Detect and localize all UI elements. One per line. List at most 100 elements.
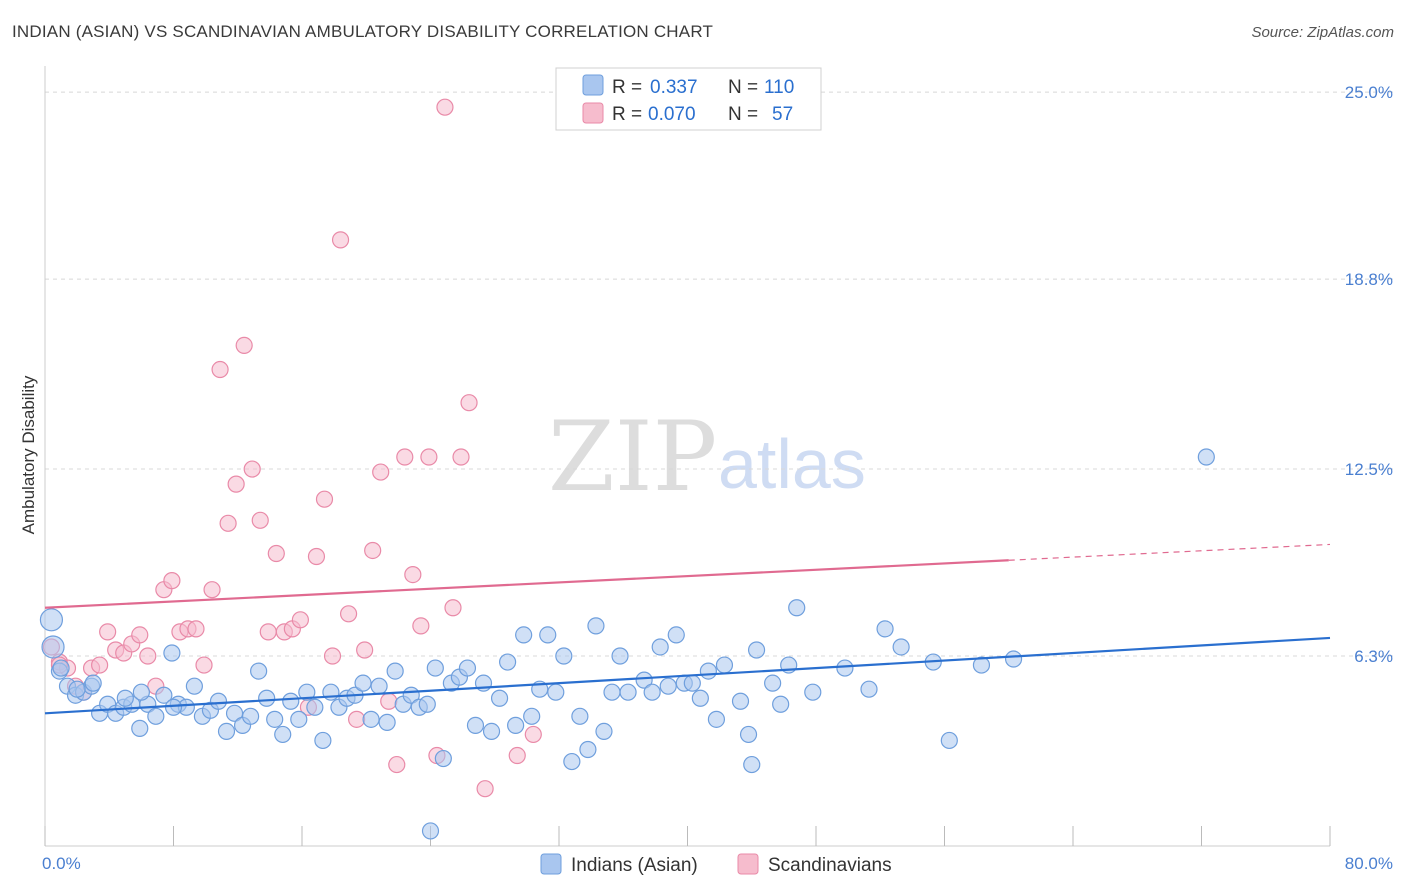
legend-blue-n-value: 110 (764, 77, 794, 98)
indians-point-44 (386, 662, 404, 680)
scandinavians-point-47 (420, 448, 438, 466)
scandinavians-point-44 (396, 448, 414, 466)
indians-point-77 (659, 677, 677, 695)
scandinavians-point-25 (243, 460, 261, 478)
watermark-zip: ZIP (548, 401, 717, 513)
indians-point-1 (41, 635, 65, 659)
indians-point-28 (258, 689, 276, 707)
indians-point-90 (772, 695, 790, 713)
scandinavians-point-42 (380, 692, 398, 710)
indians-point-76 (651, 638, 669, 656)
indians-point-80 (683, 674, 701, 692)
indians-point-26 (242, 707, 260, 725)
scandinavians-point-41 (372, 463, 390, 481)
indians-point-58 (499, 653, 517, 671)
indians-point-74 (635, 671, 653, 689)
indians-point-108 (164, 698, 183, 716)
scandinavians-point-43 (388, 755, 406, 774)
scandinavians-point-21 (211, 360, 229, 379)
indians-point-40 (354, 674, 372, 692)
indians-point-41 (362, 710, 380, 728)
indians-point-53 (458, 659, 477, 677)
scandinavians-trend-line-extension (1008, 543, 1331, 561)
indians-point-48 (418, 695, 436, 713)
indians-point-70 (595, 722, 613, 741)
indians-point-84 (715, 656, 734, 674)
scandinavians-point-51 (452, 448, 470, 466)
legend-pink-r-value: 0.070 (648, 104, 696, 125)
indians-point-35 (314, 731, 332, 750)
indians-point-107 (132, 683, 150, 701)
indians-point-81 (691, 689, 709, 707)
indians-point-57 (490, 689, 509, 707)
legend-scandinavians-label: Scandinavians (768, 855, 892, 876)
indians-point-85 (731, 692, 750, 710)
indians-point-92 (788, 599, 806, 617)
legend-scandinavians-swatch (737, 853, 759, 875)
scandinavians-trend-line (44, 559, 1009, 609)
x-tick-label-max: 80.0% (1345, 854, 1393, 873)
y-tick-label-3: 25.0% (1345, 83, 1393, 102)
legend-blue-swatch (582, 74, 604, 96)
scandinavians-point-37 (339, 605, 358, 623)
indians-point-101 (1004, 650, 1023, 668)
indians-point-19 (185, 677, 203, 695)
indians-point-95 (860, 680, 878, 698)
indians-point-105 (84, 674, 102, 692)
watermark-atlas: atlas (718, 425, 866, 503)
indians-point-96 (876, 620, 894, 638)
scandinavians-point-38 (348, 710, 366, 728)
indians-point-23 (217, 722, 236, 741)
indians-point-71 (603, 683, 621, 701)
scandinavians-point-40 (364, 541, 382, 560)
indians-point-59 (507, 716, 525, 734)
scandinavians-point-50 (444, 599, 462, 617)
indians-point-63 (539, 626, 557, 644)
indians-point-99 (940, 731, 958, 750)
scandinavians-point-54 (508, 746, 526, 765)
scandinavians-point-11 (131, 626, 149, 644)
indians-point-86 (739, 725, 758, 744)
indians-point-72 (611, 647, 629, 665)
scandinavians-series (42, 98, 542, 798)
scandinavians-point-33 (307, 547, 326, 566)
legend-indians-swatch (540, 853, 562, 875)
tick-labels: 6.3% 12.5% 18.8% 25.0% 0.0% 80.0% (42, 83, 1393, 873)
scandinavians-point-52 (460, 394, 478, 412)
scandinavians-point-55 (524, 725, 542, 744)
y-tick-label-0: 6.3% (1354, 647, 1393, 666)
gridlines (45, 91, 1395, 657)
indians-point-68 (579, 740, 597, 759)
legend-indians-label: Indians (Asian) (571, 855, 698, 876)
indians-point-22 (209, 692, 228, 710)
indians-point-82 (699, 662, 717, 680)
indians-point-66 (563, 752, 581, 771)
indians-point-67 (571, 707, 589, 725)
indians-point-89 (764, 674, 782, 692)
scandinavians-point-18 (187, 620, 205, 638)
indians-point-16 (163, 644, 181, 662)
scandinavians-point-31 (291, 611, 309, 629)
indians-point-42 (370, 677, 388, 695)
indians-point-27 (250, 662, 268, 680)
indians-point-24 (225, 704, 244, 722)
indians-point-33 (298, 683, 316, 701)
indians-point-30 (274, 725, 292, 744)
scandinavians-point-39 (356, 641, 374, 659)
legend-pink-r-label: R = (612, 104, 642, 125)
indians-point-106 (116, 689, 134, 707)
scandinavians-point-45 (404, 565, 422, 584)
indians-point-64 (547, 683, 565, 701)
correlation-legend: R = 0.337 N = 110 R = 0.070 N = 57 (555, 67, 822, 131)
scandinavians-point-53 (476, 780, 494, 798)
indians-point-69 (587, 617, 605, 635)
indians-point-60 (515, 626, 533, 644)
indians-point-50 (434, 749, 452, 768)
source-label: Source: ZipAtlas.com (1251, 24, 1394, 41)
indians-point-87 (743, 755, 761, 774)
y-axis-title: Ambulatory Disability (19, 375, 38, 534)
indians-point-61 (523, 707, 541, 725)
indians-point-54 (466, 716, 485, 734)
indians-point-14 (147, 707, 165, 725)
